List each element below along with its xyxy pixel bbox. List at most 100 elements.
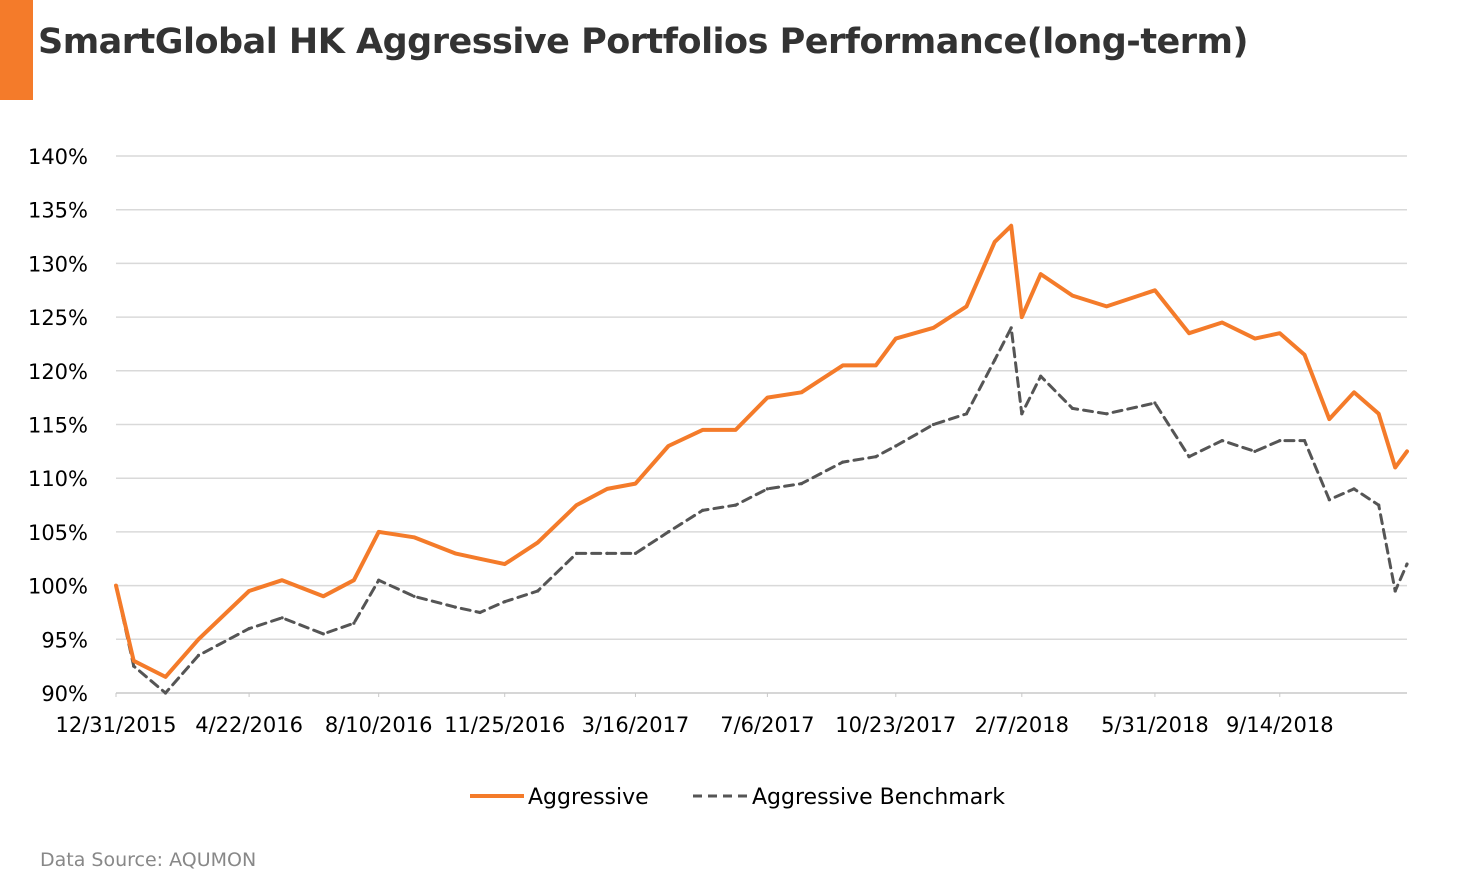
data-point xyxy=(1405,449,1409,453)
chart-title: SmartGlobal HK Aggressive Portfolios Per… xyxy=(38,22,1249,62)
data-point xyxy=(1187,455,1191,459)
data-point xyxy=(247,627,251,631)
data-source-note: Data Source: AQUMON xyxy=(40,849,257,871)
data-point xyxy=(247,589,251,593)
data-point xyxy=(1302,439,1307,443)
data-point xyxy=(874,363,878,367)
y-tick-label: 125% xyxy=(28,306,88,330)
y-tick-label: 120% xyxy=(28,360,88,384)
data-point xyxy=(605,487,609,491)
x-tick-label: 4/22/2016 xyxy=(195,713,303,737)
data-point xyxy=(1220,320,1224,325)
data-point xyxy=(1039,374,1043,378)
series-line-aggressive-benchmark xyxy=(114,326,1409,695)
data-point xyxy=(1253,449,1257,453)
data-point xyxy=(536,589,540,593)
series-group xyxy=(114,223,1409,695)
data-point xyxy=(894,444,898,448)
data-point xyxy=(503,600,507,604)
data-point xyxy=(1039,272,1043,276)
data-point xyxy=(964,304,969,308)
y-tick-label: 140% xyxy=(28,145,88,169)
data-point xyxy=(993,358,997,362)
x-tick-label: 7/6/2017 xyxy=(720,713,814,737)
data-point xyxy=(765,487,770,491)
x-tick-label: 10/23/2017 xyxy=(835,713,956,737)
data-point xyxy=(1020,412,1024,416)
data-point xyxy=(765,396,770,400)
data-point xyxy=(701,428,705,432)
x-tick-label: 8/10/2016 xyxy=(325,713,433,737)
data-point xyxy=(132,659,136,663)
data-point xyxy=(321,594,325,598)
data-point xyxy=(412,594,416,598)
y-tick-label: 130% xyxy=(28,252,88,276)
series-aggressive-benchmark xyxy=(114,326,1409,695)
x-tick-label: 2/7/2018 xyxy=(975,713,1069,737)
data-point xyxy=(799,390,804,394)
data-point xyxy=(894,337,898,341)
data-point xyxy=(321,632,325,636)
data-point xyxy=(633,551,638,556)
data-point xyxy=(1327,417,1331,421)
x-tick-label: 3/16/2017 xyxy=(582,713,690,737)
legend: Aggressive Aggressive Benchmark xyxy=(470,785,1005,810)
data-point xyxy=(352,578,356,582)
data-point xyxy=(1327,498,1331,502)
data-point xyxy=(196,637,201,641)
data-point xyxy=(874,455,878,459)
x-axis: 12/31/2015 4/22/2016 8/10/2016 11/25/2016 3/… xyxy=(55,693,1334,737)
y-tick-label: 95% xyxy=(41,628,88,652)
data-point xyxy=(163,675,168,679)
y-tick-label: 105% xyxy=(28,521,88,545)
legend-label-aggressive: Aggressive xyxy=(528,785,649,810)
data-point xyxy=(666,530,671,534)
data-point xyxy=(1020,315,1024,319)
data-point xyxy=(1009,326,1013,330)
data-point xyxy=(478,557,482,561)
data-point xyxy=(503,562,507,566)
data-point xyxy=(931,326,936,330)
y-tick-label: 90% xyxy=(41,682,88,706)
legend-label-aggressive-benchmark: Aggressive Benchmark xyxy=(752,785,1005,810)
data-point xyxy=(799,482,804,486)
data-point xyxy=(1393,589,1397,593)
data-point xyxy=(666,444,671,448)
series-aggressive xyxy=(114,223,1409,679)
data-point xyxy=(1278,331,1282,335)
data-point xyxy=(1105,304,1109,308)
data-point xyxy=(841,363,845,367)
y-tick-label: 100% xyxy=(28,575,88,599)
x-tick-label: 9/14/2018 xyxy=(1226,713,1334,737)
data-point xyxy=(1393,465,1397,470)
x-tick-label: 5/31/2018 xyxy=(1101,713,1209,737)
data-point xyxy=(1153,288,1157,292)
gridlines xyxy=(116,155,1407,694)
data-point xyxy=(1070,406,1075,410)
data-point xyxy=(377,578,381,582)
data-point xyxy=(701,508,705,512)
data-point xyxy=(1352,390,1356,394)
data-point xyxy=(1278,439,1282,443)
y-tick-label: 115% xyxy=(28,414,88,438)
data-point xyxy=(1352,487,1356,491)
x-tick-label: 11/25/2016 xyxy=(444,713,565,737)
x-tick-label: 12/31/2015 xyxy=(55,713,176,737)
data-point xyxy=(633,482,638,486)
data-point xyxy=(132,664,136,668)
data-point xyxy=(1009,224,1013,228)
data-point xyxy=(734,428,738,432)
data-point xyxy=(931,422,936,427)
data-point xyxy=(352,621,356,625)
y-tick-label: 110% xyxy=(28,467,88,491)
data-point xyxy=(605,551,609,556)
data-point xyxy=(453,551,457,556)
data-point xyxy=(412,535,416,539)
title-accent-bar xyxy=(0,0,33,100)
y-tick-label: 135% xyxy=(28,199,88,223)
data-point xyxy=(478,610,482,615)
data-point xyxy=(536,541,540,545)
data-point xyxy=(1377,412,1381,416)
data-point xyxy=(196,653,201,658)
